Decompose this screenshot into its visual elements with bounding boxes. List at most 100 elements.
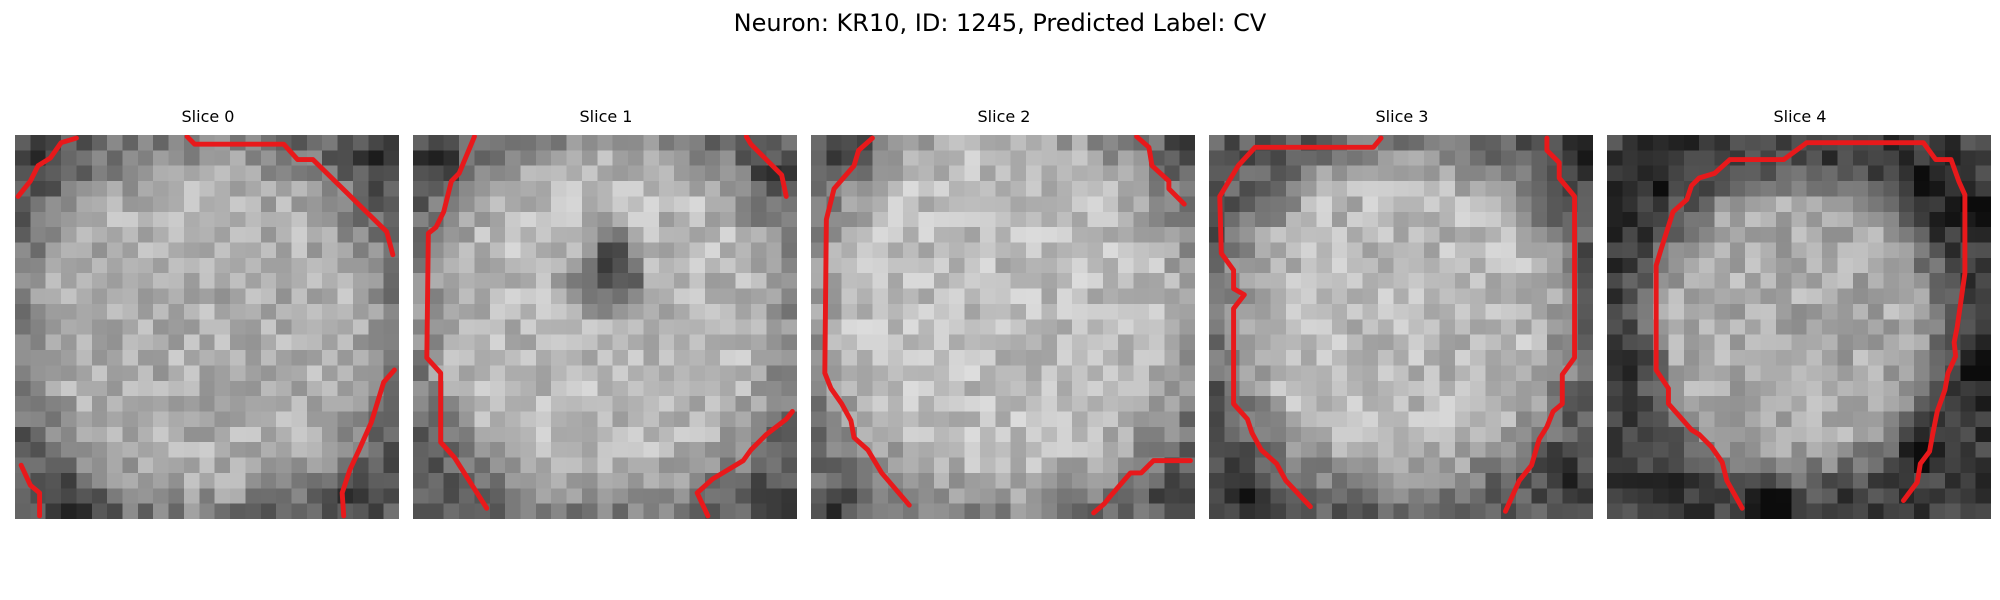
image-pixel xyxy=(581,380,598,397)
image-pixel xyxy=(918,181,935,197)
image-pixel xyxy=(597,181,613,197)
image-pixel xyxy=(1424,227,1440,243)
image-pixel xyxy=(505,242,521,259)
image-pixel xyxy=(1637,303,1654,320)
image-pixel xyxy=(1072,472,1088,489)
image-pixel xyxy=(383,288,399,305)
image-pixel xyxy=(674,227,690,243)
image-pixel xyxy=(352,288,369,305)
image-pixel xyxy=(964,288,981,305)
image-pixel xyxy=(1637,350,1654,366)
image-pixel xyxy=(964,135,981,151)
image-pixel xyxy=(979,488,996,504)
image-pixel xyxy=(1622,396,1639,412)
image-pixel xyxy=(1577,365,1593,382)
image-pixel xyxy=(306,396,323,412)
image-pixel xyxy=(1791,227,1807,243)
image-pixel xyxy=(1622,426,1639,443)
image-pixel xyxy=(1362,242,1379,259)
image-pixel xyxy=(1270,165,1287,182)
image-pixel xyxy=(1729,273,1746,289)
image-pixel xyxy=(658,411,675,428)
image-pixel xyxy=(1056,150,1073,167)
image-pixel xyxy=(612,273,629,289)
image-pixel xyxy=(291,426,308,443)
image-pixel xyxy=(1683,303,1700,320)
image-pixel xyxy=(137,211,154,228)
image-pixel xyxy=(811,196,827,213)
image-pixel xyxy=(1714,503,1731,519)
image-pixel xyxy=(30,350,47,366)
image-pixel xyxy=(168,396,185,412)
image-pixel xyxy=(1102,380,1119,397)
image-pixel xyxy=(1102,150,1119,167)
image-pixel xyxy=(551,503,567,519)
image-pixel xyxy=(199,442,215,458)
image-pixel xyxy=(214,181,231,197)
image-pixel xyxy=(153,426,169,443)
image-pixel xyxy=(1775,288,1792,305)
image-pixel xyxy=(1485,288,1502,305)
image-pixel xyxy=(628,334,644,351)
image-pixel xyxy=(1577,334,1593,351)
image-pixel xyxy=(1775,396,1792,412)
image-pixel xyxy=(1806,411,1823,428)
image-pixel xyxy=(1377,442,1394,458)
image-pixel xyxy=(443,442,460,458)
image-pixel xyxy=(1975,426,1991,443)
image-pixel xyxy=(153,257,169,274)
image-pixel xyxy=(995,273,1011,289)
image-pixel xyxy=(597,288,613,305)
image-pixel xyxy=(1470,257,1486,274)
image-pixel xyxy=(322,334,338,351)
image-pixel xyxy=(689,411,706,428)
image-pixel xyxy=(1516,396,1532,412)
image-pixel xyxy=(1393,380,1409,397)
image-pixel xyxy=(1239,181,1256,197)
image-pixel xyxy=(918,503,935,519)
image-pixel xyxy=(1148,196,1165,213)
image-pixel xyxy=(1270,273,1287,289)
segmentation-contour xyxy=(184,135,396,258)
image-pixel xyxy=(535,257,552,274)
image-pixel xyxy=(322,319,338,335)
image-pixel xyxy=(841,288,858,305)
image-pixel xyxy=(306,257,323,274)
image-pixel xyxy=(291,396,308,412)
image-pixel xyxy=(428,442,445,458)
image-pixel xyxy=(674,135,690,151)
image-pixel xyxy=(122,181,139,197)
image-pixel xyxy=(474,211,491,228)
image-pixel xyxy=(45,150,62,167)
image-pixel xyxy=(903,196,919,213)
image-pixel xyxy=(245,426,262,443)
image-pixel xyxy=(735,181,752,197)
image-pixel xyxy=(1424,181,1440,197)
image-pixel xyxy=(1868,288,1884,305)
image-pixel xyxy=(1883,150,1900,167)
image-pixel xyxy=(1285,426,1302,443)
image-pixel xyxy=(1852,288,1869,305)
image-pixel xyxy=(1285,196,1302,213)
image-pixel xyxy=(735,334,752,351)
image-pixel xyxy=(137,411,154,428)
image-pixel xyxy=(612,457,629,474)
image-pixel xyxy=(1331,380,1348,397)
image-pixel xyxy=(1072,396,1088,412)
image-pixel xyxy=(291,365,308,382)
image-pixel xyxy=(1822,181,1838,197)
image-pixel xyxy=(91,426,108,443)
image-pixel xyxy=(1760,196,1777,213)
image-pixel xyxy=(1714,196,1731,213)
image-pixel xyxy=(1607,303,1623,320)
image-pixel xyxy=(1179,257,1195,274)
image-pixel xyxy=(520,288,537,305)
image-pixel xyxy=(826,442,843,458)
image-pixel xyxy=(597,150,613,167)
image-pixel xyxy=(1868,457,1884,474)
image-pixel xyxy=(1362,257,1379,274)
image-pixel xyxy=(1975,211,1991,228)
image-pixel xyxy=(1347,227,1363,243)
image-pixel xyxy=(276,380,292,397)
image-pixel xyxy=(474,196,491,213)
